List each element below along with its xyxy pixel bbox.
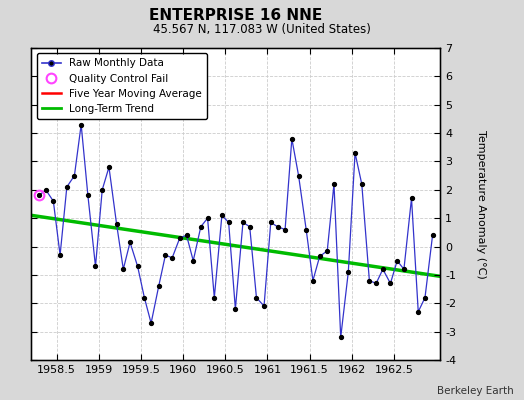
Text: Berkeley Earth: Berkeley Earth <box>437 386 514 396</box>
Text: 45.567 N, 117.083 W (United States): 45.567 N, 117.083 W (United States) <box>153 24 371 36</box>
Y-axis label: Temperature Anomaly (°C): Temperature Anomaly (°C) <box>476 130 486 278</box>
Legend: Raw Monthly Data, Quality Control Fail, Five Year Moving Average, Long-Term Tren: Raw Monthly Data, Quality Control Fail, … <box>37 53 207 119</box>
Title: ENTERPRISE 16 NNE: ENTERPRISE 16 NNE <box>149 8 322 23</box>
